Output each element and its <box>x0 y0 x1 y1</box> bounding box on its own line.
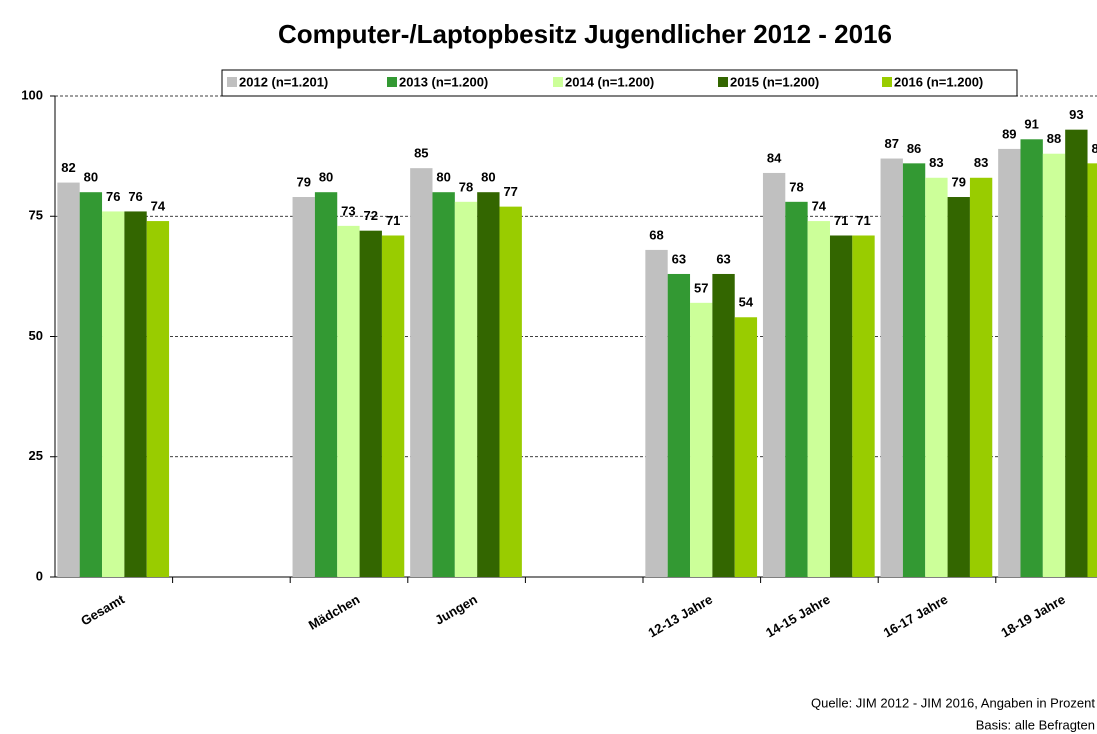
bar <box>314 192 338 577</box>
x-tick-label: Jungen <box>432 592 480 628</box>
legend-label: 2015 (n=1.200) <box>730 74 819 89</box>
value-label: 63 <box>716 251 730 266</box>
bar <box>499 206 522 577</box>
legend-swatch <box>227 77 237 87</box>
value-label: 63 <box>672 251 686 266</box>
bar <box>1042 153 1066 577</box>
value-label: 82 <box>61 160 75 175</box>
value-label: 80 <box>319 170 333 185</box>
value-label: 83 <box>974 155 988 170</box>
bar <box>902 163 926 577</box>
bar <box>947 197 970 577</box>
value-label: 89 <box>1002 126 1016 141</box>
legend-swatch <box>882 77 892 87</box>
value-label: 83 <box>929 155 943 170</box>
value-label: 80 <box>436 170 450 185</box>
legend-label: 2012 (n=1.201) <box>239 74 328 89</box>
value-label: 74 <box>151 198 166 213</box>
bar <box>925 177 948 577</box>
bar <box>410 168 433 577</box>
x-tick-label: 12-13 Jahre <box>646 592 715 641</box>
bar <box>829 235 853 578</box>
bar <box>969 177 993 577</box>
bar <box>1087 163 1097 577</box>
value-label: 71 <box>386 213 400 228</box>
value-label: 78 <box>459 179 473 194</box>
value-label: 85 <box>414 146 428 161</box>
bar <box>667 273 691 577</box>
y-tick-label: 0 <box>36 568 43 583</box>
value-label: 86 <box>1091 141 1097 156</box>
bar <box>645 249 668 578</box>
y-tick-label: 25 <box>29 448 43 463</box>
y-tick-label: 75 <box>29 208 43 223</box>
source-note: Quelle: JIM 2012 - JIM 2016, Angaben in … <box>811 695 1095 710</box>
value-label: 84 <box>767 150 782 165</box>
bar <box>1065 129 1088 578</box>
bar <box>762 172 786 577</box>
legend-label: 2013 (n=1.200) <box>399 74 488 89</box>
value-label: 91 <box>1024 117 1038 132</box>
value-label: 68 <box>649 227 663 242</box>
y-tick-label: 50 <box>29 328 43 343</box>
legend-swatch <box>387 77 397 87</box>
x-tick-label: 16-17 Jahre <box>881 592 950 641</box>
bar <box>337 225 360 577</box>
x-tick-label: 18-19 Jahre <box>998 592 1067 641</box>
value-label: 76 <box>128 189 142 204</box>
bar <box>102 211 125 577</box>
value-label: 74 <box>812 198 827 213</box>
value-label: 78 <box>789 179 803 194</box>
chart-title: Computer-/Laptopbesitz Jugendlicher 2012… <box>278 19 892 49</box>
value-label: 86 <box>907 141 921 156</box>
legend-swatch <box>553 77 563 87</box>
bar <box>712 273 735 577</box>
bar <box>785 201 808 577</box>
legend-swatch <box>718 77 728 87</box>
bar <box>292 197 315 577</box>
bar <box>998 148 1021 577</box>
value-label: 57 <box>694 280 708 295</box>
value-label: 71 <box>834 213 848 228</box>
bar <box>454 201 478 577</box>
value-label: 80 <box>481 170 495 185</box>
bar <box>1020 139 1043 578</box>
value-label: 93 <box>1069 107 1083 122</box>
y-tick-label: 100 <box>21 87 43 102</box>
bar <box>852 235 875 578</box>
value-label: 79 <box>952 174 966 189</box>
value-label: 77 <box>503 184 517 199</box>
bar <box>124 211 147 577</box>
bar <box>79 192 103 577</box>
value-label: 88 <box>1047 131 1061 146</box>
value-label: 72 <box>364 208 378 223</box>
x-tick-label: Mädchen <box>306 592 362 633</box>
bar <box>477 192 500 577</box>
bar <box>57 182 80 577</box>
bar <box>146 221 170 577</box>
bar <box>880 158 903 577</box>
bar <box>381 235 405 578</box>
bar <box>807 221 830 577</box>
value-label: 54 <box>739 295 754 310</box>
bar <box>734 317 758 577</box>
legend-label: 2016 (n=1.200) <box>894 74 983 89</box>
value-label: 76 <box>106 189 120 204</box>
value-label: 87 <box>884 136 898 151</box>
x-tick-label: 14-15 Jahre <box>763 592 832 641</box>
bar <box>432 192 455 577</box>
basis-note: Basis: alle Befragten <box>976 717 1095 732</box>
value-label: 73 <box>341 203 355 218</box>
legend-label: 2014 (n=1.200) <box>565 74 654 89</box>
value-label: 79 <box>296 174 310 189</box>
value-label: 80 <box>84 170 98 185</box>
x-tick-label: Gesamt <box>78 591 127 628</box>
bar <box>359 230 382 577</box>
value-label: 71 <box>856 213 870 228</box>
bar <box>690 302 713 577</box>
